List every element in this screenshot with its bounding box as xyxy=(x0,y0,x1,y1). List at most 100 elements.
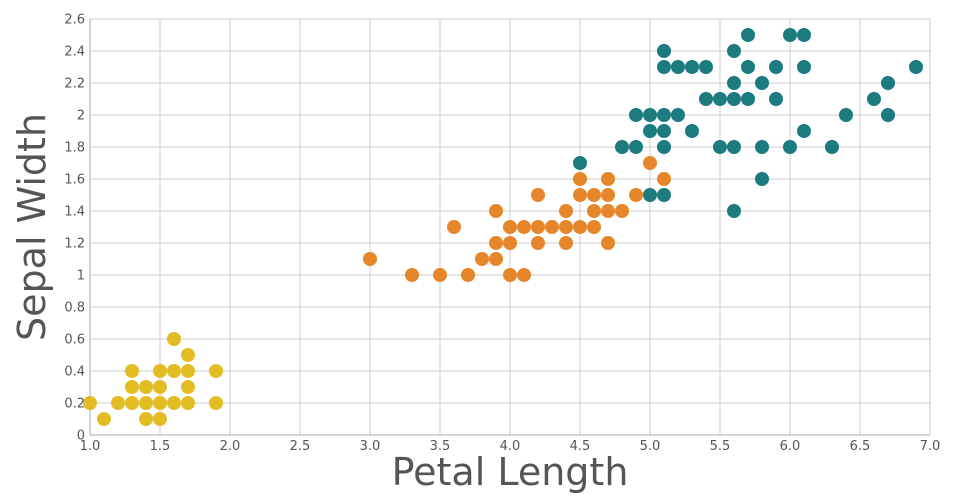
data-point xyxy=(727,92,741,106)
data-point xyxy=(139,380,153,394)
data-point xyxy=(713,140,727,154)
data-point xyxy=(629,108,643,122)
y-tick-label: 1.2 xyxy=(64,237,85,252)
data-point xyxy=(657,44,671,58)
data-point xyxy=(741,60,755,74)
data-point xyxy=(433,268,447,282)
data-point xyxy=(643,156,657,170)
data-point xyxy=(153,364,167,378)
data-point xyxy=(797,28,811,42)
tick-labels: 1.0 1.5 2.0 2.5 3.0 3.5 4.0 4.5 5.0 5.5 6.0 6.5 7.0 0… xyxy=(64,13,940,455)
x-tick-label: 6.5 xyxy=(850,439,871,454)
data-point xyxy=(517,268,531,282)
data-point xyxy=(167,396,181,410)
data-point xyxy=(615,204,629,218)
data-point xyxy=(797,60,811,74)
data-point xyxy=(97,412,111,426)
data-point xyxy=(503,268,517,282)
x-tick-label: 2.5 xyxy=(290,439,311,454)
data-point xyxy=(727,76,741,90)
data-point xyxy=(489,252,503,266)
data-point xyxy=(699,92,713,106)
y-tick-label: 1.8 xyxy=(64,141,85,156)
axes xyxy=(89,19,930,436)
x-tick-label: 4.0 xyxy=(500,439,521,454)
data-point xyxy=(573,156,587,170)
series-1 xyxy=(363,156,671,282)
data-point xyxy=(839,108,853,122)
y-tick-label: 2 xyxy=(77,109,85,124)
y-tick-label: 1.6 xyxy=(64,173,85,188)
data-point xyxy=(489,204,503,218)
data-point xyxy=(727,44,741,58)
y-tick-label: 2.2 xyxy=(64,77,85,92)
data-point xyxy=(909,60,923,74)
data-point xyxy=(573,188,587,202)
data-point xyxy=(685,60,699,74)
data-point xyxy=(601,172,615,186)
y-tick-label: 0.2 xyxy=(64,397,85,412)
y-tick-label: 1 xyxy=(77,269,85,284)
data-point xyxy=(657,60,671,74)
data-point xyxy=(755,140,769,154)
data-point xyxy=(671,60,685,74)
data-point xyxy=(405,268,419,282)
data-point xyxy=(447,220,461,234)
x-tick-label: 4.5 xyxy=(570,439,591,454)
data-point xyxy=(489,236,503,250)
data-point xyxy=(769,60,783,74)
data-point xyxy=(601,236,615,250)
data-point xyxy=(587,204,601,218)
data-point xyxy=(629,188,643,202)
data-point xyxy=(181,364,195,378)
x-tick-label: 5.5 xyxy=(710,439,731,454)
data-point xyxy=(601,204,615,218)
data-point xyxy=(503,236,517,250)
data-point xyxy=(461,268,475,282)
data-point xyxy=(643,188,657,202)
data-point xyxy=(657,108,671,122)
data-point xyxy=(167,364,181,378)
series-2 xyxy=(573,28,923,218)
data-point xyxy=(615,140,629,154)
data-point xyxy=(657,188,671,202)
data-point xyxy=(545,220,559,234)
data-point xyxy=(503,220,517,234)
data-point xyxy=(153,396,167,410)
data-point xyxy=(531,220,545,234)
data-point xyxy=(643,124,657,138)
data-point xyxy=(769,92,783,106)
data-point xyxy=(475,252,489,266)
data-point xyxy=(783,140,797,154)
data-point xyxy=(643,108,657,122)
y-tick-label: 2.4 xyxy=(64,45,85,60)
data-point xyxy=(671,108,685,122)
series-0 xyxy=(83,332,223,426)
data-point xyxy=(867,92,881,106)
data-point xyxy=(125,396,139,410)
data-point xyxy=(517,220,531,234)
x-tick-label: 1.0 xyxy=(80,439,101,454)
data-points xyxy=(83,28,923,426)
data-point xyxy=(685,124,699,138)
data-point xyxy=(727,204,741,218)
data-point xyxy=(125,364,139,378)
data-point xyxy=(629,140,643,154)
data-point xyxy=(573,172,587,186)
data-point xyxy=(587,188,601,202)
data-point xyxy=(699,60,713,74)
data-point xyxy=(657,124,671,138)
x-tick-label: 5.0 xyxy=(640,439,661,454)
data-point xyxy=(657,140,671,154)
data-point xyxy=(559,220,573,234)
y-tick-label: 0.8 xyxy=(64,301,85,316)
data-point xyxy=(559,204,573,218)
data-point xyxy=(181,396,195,410)
x-tick-label: 6.0 xyxy=(780,439,801,454)
data-point xyxy=(153,380,167,394)
data-point xyxy=(209,364,223,378)
data-point xyxy=(881,76,895,90)
data-point xyxy=(601,188,615,202)
